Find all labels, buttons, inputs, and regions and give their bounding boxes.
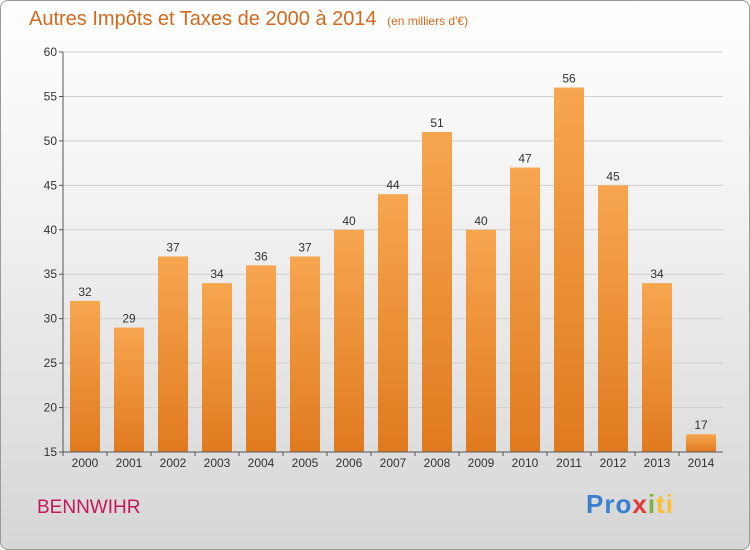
x-tick-label: 2009 (468, 456, 495, 470)
x-tick-label: 2012 (600, 456, 627, 470)
data-label: 36 (254, 249, 268, 263)
x-axis-ticks: 2000 2001 2002 2003 2004 2005 2006 2007 2008 2009… (62, 452, 715, 470)
y-tick-label: 50 (44, 134, 58, 148)
data-label: 56 (562, 72, 576, 86)
data-label: 40 (342, 214, 356, 228)
data-label: 37 (298, 240, 312, 254)
chart-title-main: Autres Impôts et Taxes de 2000 à 2014 (29, 8, 377, 30)
y-tick-label: 45 (44, 178, 58, 192)
y-tick-label: 60 (44, 45, 58, 59)
axes (62, 52, 723, 453)
bar (334, 229, 364, 452)
x-tick-label: 2008 (424, 456, 451, 470)
x-tick-label: 2005 (292, 456, 319, 470)
bar (158, 256, 188, 452)
bar (114, 327, 144, 452)
bar (378, 194, 408, 452)
y-tick-label: 20 (44, 401, 58, 415)
x-tick-label: 2004 (248, 456, 275, 470)
x-tick-label: 2003 (204, 456, 231, 470)
data-label: 32 (78, 285, 92, 299)
bar (70, 300, 100, 452)
bar (466, 229, 496, 452)
x-tick-label: 2002 (160, 456, 187, 470)
y-tick-label: 35 (44, 267, 58, 281)
bar (554, 87, 584, 453)
data-label: 29 (122, 312, 136, 326)
x-tick-label: 2000 (72, 456, 99, 470)
bars (70, 87, 716, 453)
bar (246, 265, 276, 452)
data-labels: 32 29 37 34 36 37 40 44 51 40 47 56 45 34 17 (78, 72, 708, 433)
logo-part: Pro (586, 489, 633, 519)
y-tick-label: 25 (44, 356, 58, 370)
data-label: 44 (386, 178, 400, 192)
data-label: 40 (474, 214, 488, 228)
data-label: 34 (650, 267, 664, 281)
x-tick-label: 2001 (116, 456, 143, 470)
x-tick-label: 2014 (688, 456, 715, 470)
logo-part: i (647, 489, 657, 519)
y-tick-label: 15 (44, 445, 58, 459)
bar (686, 434, 716, 452)
bar (202, 283, 232, 452)
data-label: 45 (606, 169, 620, 183)
bar (290, 256, 320, 452)
bar (642, 283, 672, 452)
data-label: 51 (430, 116, 444, 130)
bar (422, 132, 452, 452)
x-tick-label: 2007 (380, 456, 407, 470)
x-tick-label: 2006 (336, 456, 363, 470)
y-axis-ticks: 15 20 25 30 35 40 45 50 55 60 (44, 45, 63, 459)
chart-title-unit: (en milliers d'€) (387, 14, 469, 28)
x-tick-label: 2010 (512, 456, 539, 470)
proxiti-logo: Proxiti (586, 489, 674, 520)
bar (598, 185, 628, 453)
y-tick-label: 30 (44, 312, 58, 326)
logo-part: ti (656, 489, 674, 519)
y-tick-label: 55 (44, 89, 58, 103)
logo-part: x (632, 489, 648, 519)
data-label: 34 (210, 267, 224, 281)
x-tick-label: 2013 (644, 456, 671, 470)
y-tick-label: 40 (44, 223, 58, 237)
chart-title: Autres Impôts et Taxes de 2000 à 2014 (e… (29, 8, 468, 31)
city-name: BENNWIHR (37, 497, 141, 518)
bar (510, 167, 540, 453)
data-label: 37 (166, 240, 180, 254)
x-tick-label: 2011 (556, 456, 582, 470)
data-label: 17 (694, 418, 708, 432)
data-label: 47 (518, 152, 532, 166)
